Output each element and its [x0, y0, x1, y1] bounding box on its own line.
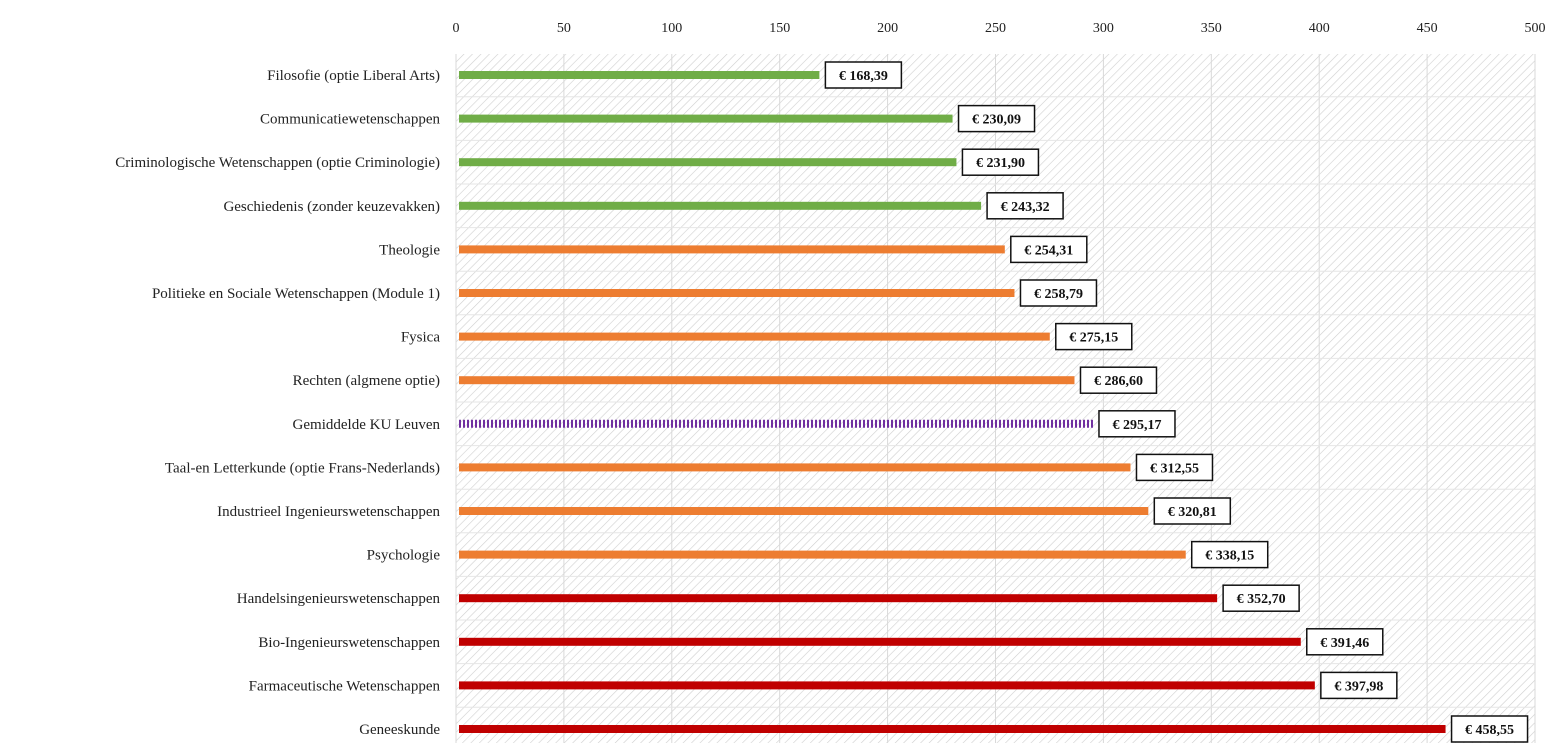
x-tick-label: 500 — [1525, 21, 1546, 36]
bar — [459, 289, 1015, 297]
category-label: Gemiddelde KU Leuven — [293, 417, 441, 433]
value-label: € 338,15 — [1205, 549, 1254, 564]
value-label-box — [1079, 366, 1158, 394]
category-label: Taal-en Letterkunde (optie Frans-Nederla… — [165, 460, 440, 476]
category-label: Communicatiewetenschappen — [260, 112, 440, 128]
category-label: Geneeskunde — [359, 722, 440, 738]
value-label-box — [1306, 628, 1384, 656]
grid-lines — [455, 54, 1536, 743]
x-tick-label: 450 — [1417, 21, 1438, 36]
value-label: € 397,98 — [1334, 679, 1383, 694]
value-label-box — [1010, 235, 1088, 264]
x-tick-label: 50 — [557, 21, 571, 36]
category-label: Farmaceutische Wetenschappen — [249, 678, 441, 694]
value-label: € 230,09 — [972, 113, 1021, 128]
category-label: Bio-Ingenieurswetenschappen — [258, 635, 440, 651]
x-tick-label: 100 — [661, 21, 682, 36]
bar — [459, 201, 982, 210]
category-label: Psychologie — [367, 548, 441, 564]
bar — [459, 158, 957, 167]
bars — [459, 71, 1446, 733]
category-label: Fysica — [401, 330, 441, 346]
category-labels: Filosofie (optie Liberal Arts) Communicat… — [115, 68, 440, 738]
value-label-box — [824, 61, 903, 89]
value-label-box — [1450, 715, 1529, 743]
x-tick-label: 250 — [985, 21, 1006, 36]
bar — [459, 550, 1186, 559]
category-label: Criminologische Wetenschappen (optie Cri… — [115, 155, 440, 171]
value-label: € 312,55 — [1150, 461, 1199, 476]
bar — [459, 637, 1301, 646]
value-label-box — [1190, 540, 1269, 569]
value-label: € 231,90 — [976, 156, 1025, 171]
x-axis-ticks: 0 50 100 150 200 250 300 350 400 450 500 — [453, 21, 1546, 36]
x-tick-label: 300 — [1093, 21, 1114, 36]
x-tick-label: 400 — [1309, 21, 1330, 36]
x-tick-label: 200 — [877, 21, 898, 36]
value-label: € 458,55 — [1465, 723, 1514, 738]
category-label: Politieke en Sociale Wetenschappen (Modu… — [152, 286, 440, 302]
x-tick-label: 150 — [769, 21, 790, 36]
value-label-box — [957, 104, 1036, 133]
value-label: € 352,70 — [1237, 592, 1286, 607]
category-label: Theologie — [379, 242, 440, 258]
category-label: Rechten (algmene optie) — [293, 373, 440, 389]
value-label-box — [986, 192, 1064, 220]
value-label: € 286,60 — [1094, 374, 1143, 389]
value-labels: € 168,39 € 230,09 € 231,90 € 243,32 € 254,31… — [824, 61, 1529, 743]
value-label: € 168,39 — [839, 69, 888, 84]
value-label: € 295,17 — [1112, 418, 1161, 433]
value-label-box — [1135, 453, 1214, 482]
bar — [459, 725, 1446, 733]
bar — [459, 332, 1050, 341]
bar — [459, 507, 1149, 515]
value-label-box — [1098, 410, 1176, 438]
value-label: € 243,32 — [1001, 200, 1050, 215]
value-label-box — [1019, 279, 1098, 307]
x-tick-label: 350 — [1201, 21, 1222, 36]
category-label: Filosofie (optie Liberal Arts) — [267, 68, 440, 84]
value-label-box — [1222, 584, 1300, 612]
value-label: € 258,79 — [1034, 287, 1083, 302]
category-label: Geschiedenis (zonder keuzevakken) — [223, 199, 440, 215]
bar — [459, 71, 820, 79]
value-label: € 275,15 — [1069, 331, 1118, 346]
category-label: Industrieel Ingenieurswetenschappen — [217, 504, 440, 520]
bar — [459, 245, 1005, 254]
value-label: € 320,81 — [1168, 505, 1217, 520]
value-label: € 391,46 — [1320, 636, 1369, 651]
bar — [459, 463, 1131, 472]
bar — [459, 594, 1218, 603]
value-label: € 254,31 — [1024, 243, 1073, 258]
bar — [459, 681, 1315, 690]
value-label-box — [1055, 322, 1133, 351]
value-label-box — [961, 148, 1040, 176]
bar — [459, 114, 953, 123]
value-label-box — [1153, 497, 1232, 525]
category-label: Handelsingenieurswetenschappen — [237, 591, 441, 607]
value-label-box — [1320, 671, 1398, 700]
x-tick-label: 0 — [453, 21, 460, 36]
bar — [459, 376, 1075, 385]
